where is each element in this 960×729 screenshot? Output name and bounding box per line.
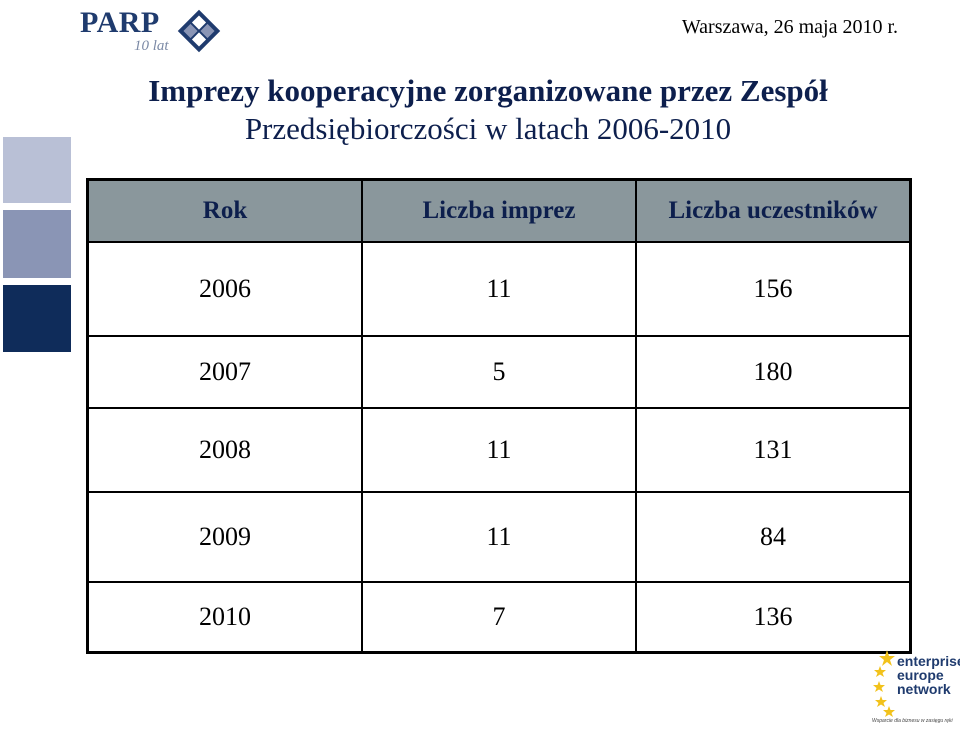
table-row: 2008 11 131: [86, 407, 912, 493]
table-cell-events: 11: [361, 491, 637, 583]
table-cell-participants: 84: [635, 491, 912, 583]
table-cell-year: 2009: [86, 491, 363, 583]
title-line-2: Przedsiębiorczości w latach 2006-2010: [244, 111, 732, 146]
column-header-year: Rok: [86, 178, 363, 243]
decorative-square-mid: [3, 210, 71, 278]
date-label: Warszawa, 26 maja 2010 r.: [681, 16, 898, 38]
table-cell-participants: 136: [635, 581, 912, 653]
eu-stars-icon: [873, 650, 895, 717]
decorative-square-dark: [3, 285, 71, 352]
een-tagline: Wsparcie dla biznesu w zasięgu ręki: [872, 718, 953, 724]
een-line-3: network: [897, 681, 951, 697]
parp-logo-subtitle: 10 lat: [134, 38, 169, 54]
table-row: 2007 5 180: [86, 335, 912, 409]
title-line-1: Imprezy kooperacyjne zorganizowane przez…: [148, 73, 828, 108]
parp-logo: PARP 10 lat: [80, 6, 240, 58]
table-row: 2006 11 156: [86, 241, 912, 337]
column-header-events: Liczba imprez: [361, 178, 637, 243]
table-cell-participants: 131: [635, 407, 912, 493]
table-cell-participants: 180: [635, 335, 912, 409]
table-cell-events: 11: [361, 241, 637, 337]
table-row: 2009 11 84: [86, 491, 912, 583]
table-cell-year: 2008: [86, 407, 363, 493]
table-header-row: Rok Liczba imprez Liczba uczestników: [86, 178, 912, 243]
table-row: 2010 7 136: [86, 581, 912, 653]
table-cell-year: 2007: [86, 335, 363, 409]
enterprise-europe-network-logo: enterprise europe network Wsparcie dla b…: [872, 646, 960, 726]
een-wordmark: enterprise europe network: [897, 654, 960, 696]
events-table: Rok Liczba imprez Liczba uczestników 200…: [86, 178, 912, 654]
decorative-square-light: [3, 137, 71, 203]
een-line-1: enterprise: [897, 653, 960, 669]
parp-emblem-icon: [177, 9, 221, 53]
parp-logo-text: PARP: [80, 6, 160, 39]
table-cell-year: 2010: [86, 581, 363, 653]
table-cell-year: 2006: [86, 241, 363, 337]
table-cell-events: 5: [361, 335, 637, 409]
table-cell-participants: 156: [635, 241, 912, 337]
column-header-participants: Liczba uczestników: [635, 178, 912, 243]
table-cell-events: 7: [361, 581, 637, 653]
een-line-2: europe: [897, 667, 944, 683]
table-cell-events: 11: [361, 407, 637, 493]
slide-title: Imprezy kooperacyjne zorganizowane przez…: [108, 72, 868, 148]
